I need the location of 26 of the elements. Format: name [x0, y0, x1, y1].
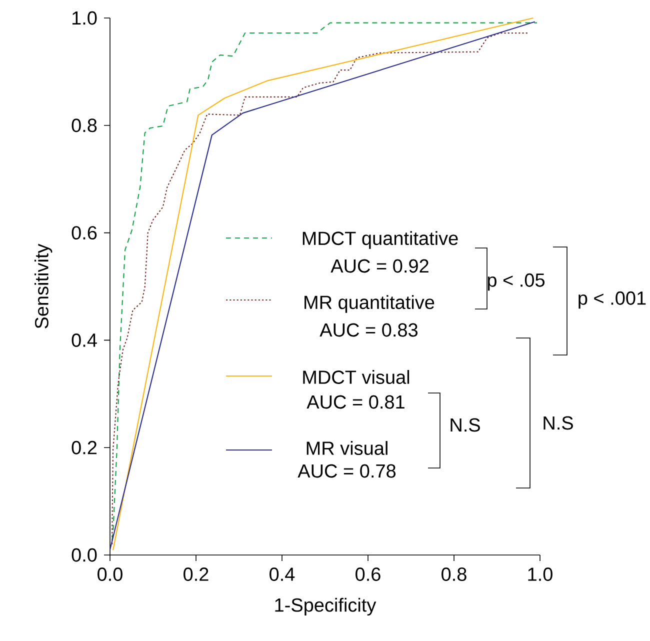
legend-label: MR visual	[306, 441, 388, 455]
x-tick-label: 0.4	[270, 568, 295, 581]
y-tick-label: 0.4	[72, 333, 97, 347]
legend-label: MDCT visual	[303, 370, 410, 384]
y-tick-label: 0.2	[72, 440, 97, 454]
x-tick-label: 0.0	[98, 568, 122, 581]
annotation: N.S	[450, 418, 480, 432]
x-tick-label: 0.8	[442, 568, 466, 581]
text: N.S	[544, 416, 573, 430]
x-tick-label: 1.0	[528, 568, 552, 581]
y-tick-label: 1.0	[72, 11, 97, 25]
y-tick-label: 0.8	[72, 118, 97, 132]
annotation: AUC = 0.92	[330, 259, 428, 273]
annotation: p < .05	[488, 273, 545, 291]
x-tick-label: 0.2	[184, 568, 208, 581]
annotation: AUC = 0.81	[306, 395, 404, 409]
annotation: AUC = 0.78	[298, 464, 396, 478]
annotation: AUC = 0.83	[320, 323, 418, 337]
y-tick-label: 0.0	[72, 548, 97, 562]
text: p < .001	[578, 291, 646, 309]
x-axis-title: 1-Specificity	[275, 598, 376, 616]
x-tick-label: 0.6	[356, 568, 380, 581]
y-axis-title: Sensitivity	[34, 244, 52, 328]
y-tick-label: 0.6	[72, 226, 97, 240]
legend-label: MR quantitative	[304, 295, 434, 313]
legend-label: MDCT quantitative	[302, 231, 458, 249]
